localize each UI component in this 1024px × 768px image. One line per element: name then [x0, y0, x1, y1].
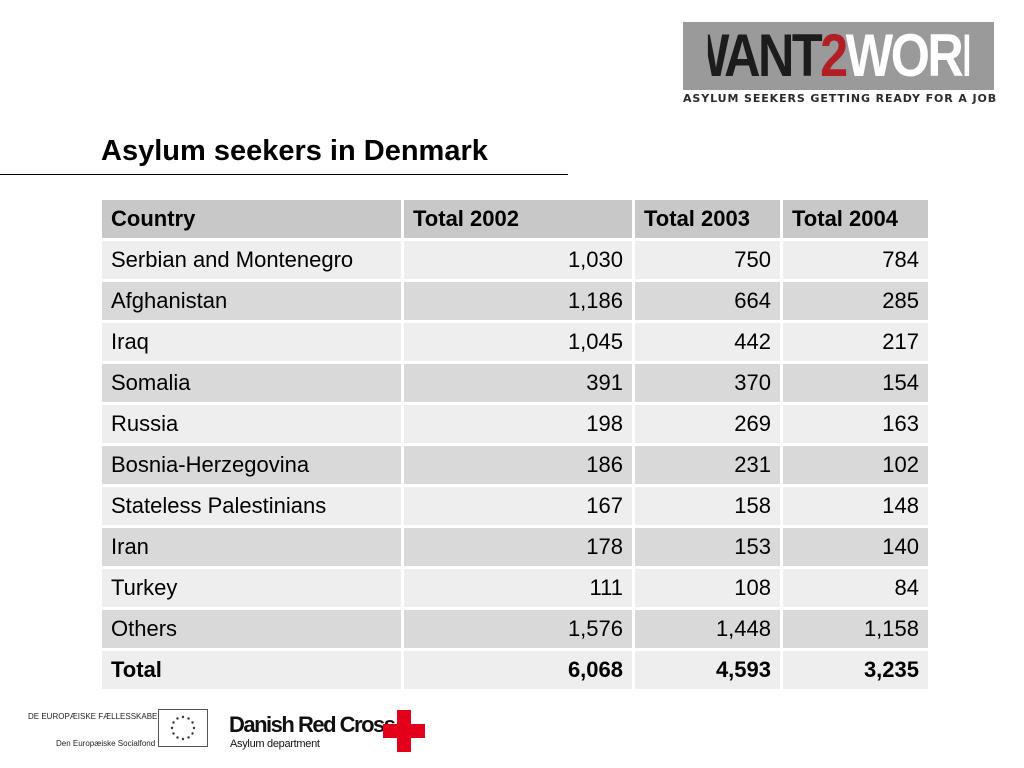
cell-2003: 442	[635, 323, 780, 361]
cell-2002: 1,045	[404, 323, 632, 361]
cell-2002: 198	[404, 405, 632, 443]
cell-2002: 1,186	[404, 282, 632, 320]
cell-2004: 285	[783, 282, 928, 320]
cell-country: Somalia	[102, 364, 401, 402]
logo-box: WANT2WORK	[683, 22, 994, 90]
table-row: Iraq 1,045 442 217	[102, 323, 928, 361]
cell-2004: 784	[783, 241, 928, 279]
cell-2002: 167	[404, 487, 632, 525]
table-row: Bosnia-Herzegovina 186 231 102	[102, 446, 928, 484]
eu-stars-icon	[170, 715, 196, 741]
cell-2003: 370	[635, 364, 780, 402]
red-cross-icon	[383, 710, 425, 752]
cell-2004: 217	[783, 323, 928, 361]
cell-2004: 163	[783, 405, 928, 443]
logo-part-work: WORK	[845, 22, 969, 89]
cell-2002: 1,576	[404, 610, 632, 648]
cell-total-label: Total	[102, 651, 401, 689]
table-row: Stateless Palestinians 167 158 148	[102, 487, 928, 525]
cell-total-2004: 3,235	[783, 651, 928, 689]
cell-2002: 1,030	[404, 241, 632, 279]
cell-2004: 84	[783, 569, 928, 607]
cell-total-2002: 6,068	[404, 651, 632, 689]
header-country: Country	[102, 200, 401, 238]
cell-country: Russia	[102, 405, 401, 443]
cell-country: Bosnia-Herzegovina	[102, 446, 401, 484]
cell-2003: 158	[635, 487, 780, 525]
cell-2002: 391	[404, 364, 632, 402]
table-row: Serbian and Montenegro 1,030 750 784	[102, 241, 928, 279]
cell-2004: 154	[783, 364, 928, 402]
cell-2003: 664	[635, 282, 780, 320]
cell-2003: 1,448	[635, 610, 780, 648]
cell-2004: 140	[783, 528, 928, 566]
table-row: Afghanistan 1,186 664 285	[102, 282, 928, 320]
logo-wordmark: WANT2WORK	[707, 22, 970, 90]
eu-line-social-fund: Den Europæiske Socialfond	[56, 739, 156, 748]
danish-red-cross-logo: Danish Red Cross Asylum department	[229, 710, 429, 754]
header-total-2004: Total 2004	[783, 200, 928, 238]
cell-country: Afghanistan	[102, 282, 401, 320]
cell-2002: 111	[404, 569, 632, 607]
header-total-2002: Total 2002	[404, 200, 632, 238]
table-row: Russia 198 269 163	[102, 405, 928, 443]
cell-country: Iran	[102, 528, 401, 566]
cell-country: Iraq	[102, 323, 401, 361]
want2work-logo: WANT2WORK ASYLUM SEEKERS GETTING READY F…	[683, 22, 998, 105]
table-row: Turkey 111 108 84	[102, 569, 928, 607]
asylum-table: Country Total 2002 Total 2003 Total 2004…	[99, 197, 931, 692]
cell-country: Others	[102, 610, 401, 648]
drc-department: Asylum department	[230, 738, 320, 750]
table-total-row: Total 6,068 4,593 3,235	[102, 651, 928, 689]
cell-country: Stateless Palestinians	[102, 487, 401, 525]
cell-2003: 153	[635, 528, 780, 566]
cell-country: Serbian and Montenegro	[102, 241, 401, 279]
eu-line-communities: DE EUROPÆISKE FÆLLESSKABER	[28, 712, 164, 721]
cell-2003: 750	[635, 241, 780, 279]
logo-part-want: WANT	[708, 22, 823, 89]
table-row: Others 1,576 1,448 1,158	[102, 610, 928, 648]
cell-2002: 186	[404, 446, 632, 484]
table-row: Somalia 391 370 154	[102, 364, 928, 402]
cell-2002: 178	[404, 528, 632, 566]
cell-country: Turkey	[102, 569, 401, 607]
page-title: Asylum seekers in Denmark	[101, 135, 488, 167]
cell-2004: 148	[783, 487, 928, 525]
cell-2003: 108	[635, 569, 780, 607]
table-header-row: Country Total 2002 Total 2003 Total 2004	[102, 200, 928, 238]
table-row: Iran 178 153 140	[102, 528, 928, 566]
eu-flag-icon	[158, 709, 208, 747]
cell-2004: 1,158	[783, 610, 928, 648]
logo-tagline: ASYLUM SEEKERS GETTING READY FOR A JOB	[683, 92, 998, 105]
title-underline	[0, 174, 568, 175]
header-total-2003: Total 2003	[635, 200, 780, 238]
cell-2004: 102	[783, 446, 928, 484]
cell-2003: 231	[635, 446, 780, 484]
cell-2003: 269	[635, 405, 780, 443]
logo-part-2: 2	[820, 22, 848, 89]
eu-social-fund-logo: DE EUROPÆISKE FÆLLESSKABER Den Europæisk…	[24, 707, 214, 751]
cell-total-2003: 4,593	[635, 651, 780, 689]
drc-name: Danish Red Cross	[229, 712, 396, 737]
